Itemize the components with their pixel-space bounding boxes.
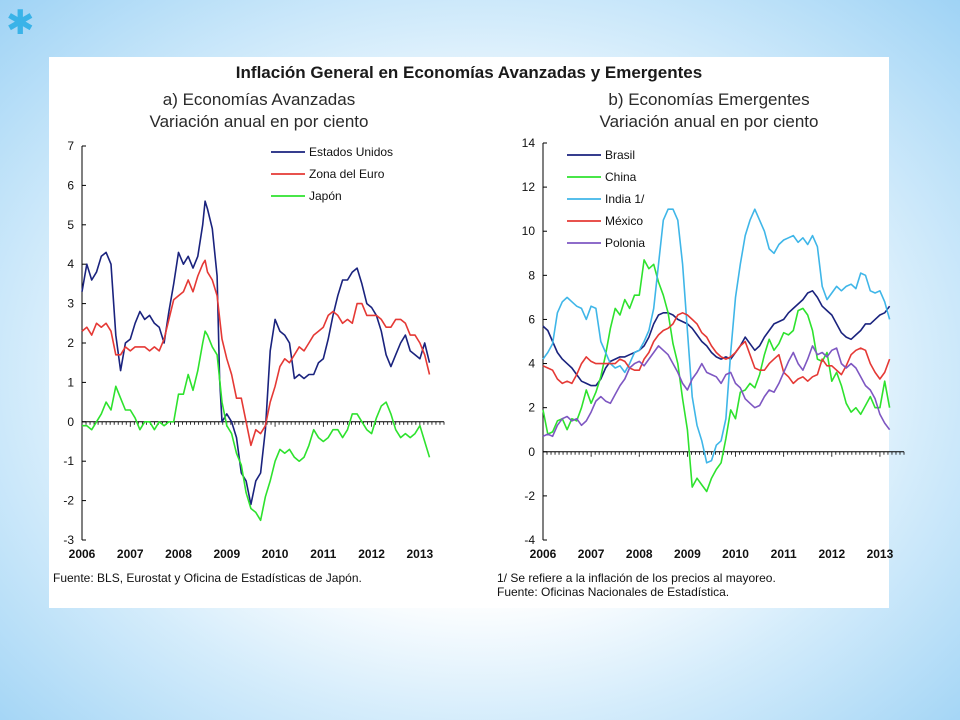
chart-a-x-tick-label: 2009	[213, 547, 240, 561]
chart-b-x-tick-label: 2011	[771, 547, 797, 561]
chart-a-y-tick-label: -1	[63, 454, 74, 468]
chart-a-subtitle-line1: a) Economías Avanzadas	[162, 90, 356, 109]
chart-a-y-tick-label: 7	[67, 139, 74, 153]
chart-a-y-tick-label: 4	[67, 257, 74, 271]
chart-b-y-tick-label: 14	[522, 136, 536, 150]
chart-a-x-tick-label: 2011	[310, 547, 336, 561]
chart-b-source: Fuente: Oficinas Nacionales de Estadísti…	[497, 585, 730, 599]
chart-a-y-tick-label: 3	[67, 297, 74, 311]
chart-a-y-tick-label: 1	[67, 375, 74, 389]
chart-a-series-japon	[82, 330, 431, 522]
chart-b-y-tick-label: 2	[528, 401, 535, 415]
chart-a-source: Fuente: BLS, Eurostat y Oficina de Estad…	[53, 571, 362, 585]
chart-panel: Inflación General en Economías Avanzadas…	[49, 57, 905, 608]
chart-b-series-mexico	[542, 312, 891, 385]
chart-b-y-tick-label: -2	[524, 489, 535, 503]
chart-a-y-tick-label: -2	[63, 494, 74, 508]
chart-b-subtitle-line1: b) Economías Emergentes	[608, 90, 810, 109]
chart-b-legend-label-china: China	[605, 170, 637, 184]
chart-a-series-estados-unidos	[81, 200, 431, 506]
chart-b-series-china	[542, 259, 891, 493]
chart-a-y-tick-label: 2	[67, 336, 74, 350]
chart-b-y-tick-label: 10	[522, 224, 536, 238]
chart-b-note: 1/ Se refiere a la inflación de los prec…	[497, 571, 776, 585]
chart-b-y-tick-label: 8	[528, 268, 535, 282]
chart-b-x-tick-label: 2008	[626, 547, 653, 561]
chart-a-subtitle: a) Economías Avanzadas Variación anual e…	[109, 89, 409, 133]
chart-b-series-india-1	[542, 208, 891, 464]
chart-b-legend-label-india-1: India 1/	[605, 192, 645, 206]
chart-a-y-tick-label: 0	[67, 415, 74, 429]
chart-a-x-tick-label: 2006	[69, 547, 96, 561]
chart-b-x-tick-label: 2013	[867, 547, 894, 561]
chart-b-x-tick-label: 2007	[578, 547, 605, 561]
chart-b-x-tick-label: 2010	[722, 547, 749, 561]
chart-a-series-zona-del-euro	[81, 259, 431, 447]
chart-b-series-polonia	[542, 345, 891, 438]
chart-b-x-tick-label: 2009	[674, 547, 701, 561]
chart-b-x-tick-label: 2012	[818, 547, 845, 561]
chart-b-legend-label-brasil: Brasil	[605, 148, 635, 162]
chart-a-x-tick-label: 2010	[262, 547, 289, 561]
chart-a-y-tick-label: -3	[63, 533, 74, 547]
page-title: Inflación General en Economías Avanzadas…	[235, 63, 703, 82]
chart-a-x-tick-label: 2013	[407, 547, 434, 561]
star-decoration-icon: ✱	[6, 4, 35, 42]
chart-a-x-tick-label: 2008	[165, 547, 192, 561]
chart-a-legend-label-estados-unidos: Estados Unidos	[309, 145, 393, 159]
chart-b-y-tick-label: 12	[522, 180, 536, 194]
chart-b-legend-label-mexico: México	[605, 214, 643, 228]
chart-b-y-tick-label: -4	[524, 533, 535, 547]
chart-b-y-tick-label: 4	[528, 357, 535, 371]
chart-a-y-tick-label: 5	[67, 218, 74, 232]
chart-a-legend-label-japon: Japón	[309, 189, 342, 203]
chart-a-y-tick-label: 6	[67, 178, 74, 192]
chart-b-subtitle-line2: Variación anual en por ciento	[599, 112, 819, 131]
chart-b-y-tick-label: 0	[528, 445, 535, 459]
chart-b-legend-label-polonia: Polonia	[605, 236, 645, 250]
chart-a-subtitle-line2: Variación anual en por ciento	[149, 112, 369, 131]
chart-a-legend-label-zona-del-euro: Zona del Euro	[309, 167, 385, 181]
chart-b-x-tick-label: 2006	[530, 547, 557, 561]
chart-b-subtitle: b) Economías Emergentes Variación anual …	[559, 89, 859, 133]
chart-b-y-tick-label: 6	[528, 312, 535, 326]
chart-a-x-tick-label: 2012	[358, 547, 385, 561]
chart-a-x-tick-label: 2007	[117, 547, 144, 561]
